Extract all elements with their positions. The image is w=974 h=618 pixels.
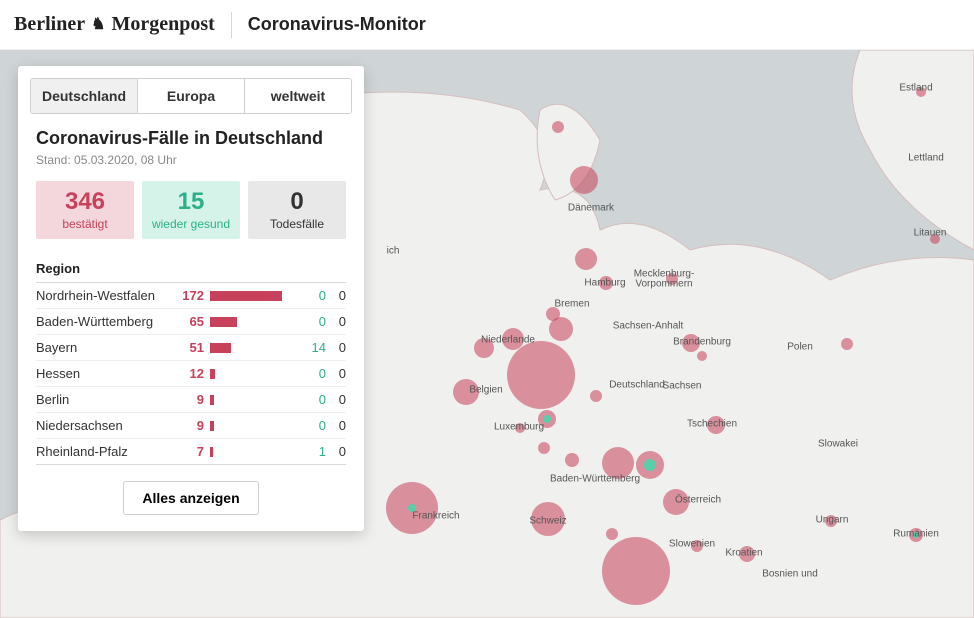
region-name: Bayern [36,340,180,355]
region-recovered: 0 [300,392,326,407]
stat-deaths-value: 0 [252,189,342,215]
region-deaths: 0 [326,444,346,459]
region-recovered: 14 [300,340,326,355]
brand-emblem-icon: ♞ [91,17,105,33]
header-bar: Berliner ♞ Morgenpost Coronavirus-Monito… [0,0,974,50]
tab-europa[interactable]: Europa [138,79,245,113]
region-name: Rheinland-Pfalz [36,444,180,459]
panel-timestamp: Stand: 05.03.2020, 08 Uhr [18,153,364,181]
region-recovered: 1 [300,444,326,459]
region-row[interactable]: Rheinland-Pfalz7 10 [36,439,346,465]
panel-headline: Coronavirus-Fälle in Deutschland [18,128,364,153]
region-deaths: 0 [326,392,346,407]
header-divider [231,12,232,38]
region-row[interactable]: Berlin9 00 [36,387,346,413]
region-confirmed: 7 [180,444,210,459]
region-bar [210,421,300,431]
stat-confirmed-label: bestätigt [40,217,130,231]
region-name: Niedersachsen [36,418,180,433]
region-bar [210,395,300,405]
region-bar [210,317,300,327]
stats-panel: DeutschlandEuropaweltweit Coronavirus-Fä… [18,66,364,531]
region-deaths: 0 [326,366,346,381]
scope-tabs: DeutschlandEuropaweltweit [30,78,352,114]
region-confirmed: 51 [180,340,210,355]
brand-prefix: Berliner [14,13,85,36]
region-row[interactable]: Hessen12 00 [36,361,346,387]
region-bar [210,291,300,301]
region-bar [210,447,300,457]
region-name: Baden-Württemberg [36,314,180,329]
stat-recovered[interactable]: 15 wieder gesund [142,181,240,239]
region-name: Berlin [36,392,180,407]
show-all-button[interactable]: Alles anzeigen [123,481,258,515]
region-row[interactable]: Bayern51 140 [36,335,346,361]
region-deaths: 0 [326,288,346,303]
region-confirmed: 9 [180,392,210,407]
tab-deutschland[interactable]: Deutschland [31,79,138,113]
region-recovered: 0 [300,288,326,303]
region-deaths: 0 [326,340,346,355]
region-bar [210,369,300,379]
stat-recovered-value: 15 [146,189,236,215]
stat-recovered-label: wieder gesund [146,217,236,231]
region-confirmed: 9 [180,418,210,433]
region-row[interactable]: Baden-Württemberg65 00 [36,309,346,335]
region-confirmed: 172 [180,288,210,303]
region-table: Region Nordrhein-Westfalen17200Baden-Wür… [18,255,364,465]
region-row[interactable]: Nordrhein-Westfalen172 00 [36,283,346,309]
brand[interactable]: Berliner ♞ Morgenpost [14,13,215,36]
region-confirmed: 12 [180,366,210,381]
region-recovered: 0 [300,418,326,433]
region-bar [210,343,300,353]
region-deaths: 0 [326,418,346,433]
region-deaths: 0 [326,314,346,329]
page-title: Coronavirus-Monitor [248,14,426,35]
region-recovered: 0 [300,314,326,329]
region-header: Region [36,255,346,283]
stat-confirmed[interactable]: 346 bestätigt [36,181,134,239]
stat-deaths-label: Todesfälle [252,217,342,231]
brand-suffix: Morgenpost [111,13,214,36]
stat-deaths[interactable]: 0 Todesfälle [248,181,346,239]
tab-weltweit[interactable]: weltweit [245,79,351,113]
region-name: Hessen [36,366,180,381]
region-name: Nordrhein-Westfalen [36,288,180,303]
region-row[interactable]: Niedersachsen9 00 [36,413,346,439]
region-confirmed: 65 [180,314,210,329]
stat-confirmed-value: 346 [40,189,130,215]
region-recovered: 0 [300,366,326,381]
stat-row: 346 bestätigt 15 wieder gesund 0 Todesfä… [18,181,364,255]
